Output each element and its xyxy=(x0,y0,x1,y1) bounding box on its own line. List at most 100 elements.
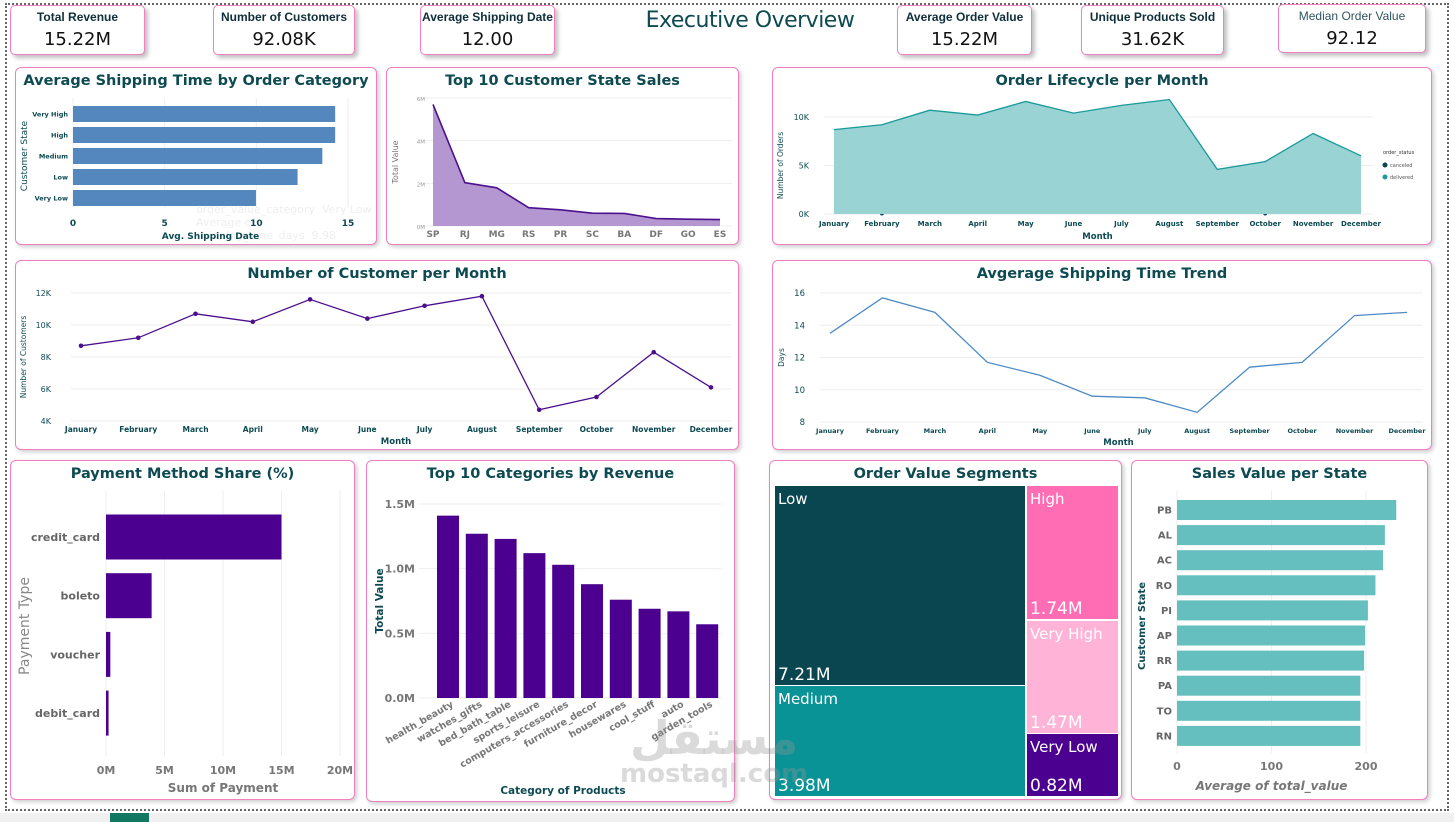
chart-svg: 8 10 12 14 16 January February March April May Jun… xyxy=(777,289,1426,448)
legend-marker xyxy=(1382,174,1388,180)
treemap-tile-low[interactable]: Low 7.21M xyxy=(775,486,1025,685)
x-category-label: July xyxy=(1137,427,1152,435)
bar[interactable] xyxy=(1177,525,1385,546)
bar[interactable] xyxy=(106,690,109,736)
data-point[interactable] xyxy=(479,293,485,299)
chart-title: Avgerage Shipping Time Trend xyxy=(976,266,1228,282)
series-line[interactable] xyxy=(833,98,1362,171)
bar[interactable] xyxy=(667,611,690,698)
x-category-label: April xyxy=(979,427,996,435)
chart-order-lifecycle[interactable]: Order Lifecycle per Month 0K 5K 10K January… xyxy=(772,67,1432,245)
chart-order-value-segments[interactable]: Order Value Segments Low 7.21M Medium 3.… xyxy=(769,460,1122,800)
treemap-tile-medium[interactable]: Medium 3.98M xyxy=(775,686,1025,796)
area-fill xyxy=(834,99,1361,214)
series-line[interactable] xyxy=(80,295,712,411)
x-tick-label: 0M xyxy=(97,764,116,777)
x-tick-label: 200 xyxy=(1355,760,1378,773)
bar[interactable] xyxy=(638,608,661,698)
bar[interactable] xyxy=(73,148,323,164)
chart-payment-method-share[interactable]: Payment Method Share (%) 0M 5M 10M 15M 20M cr… xyxy=(10,460,355,800)
bar[interactable] xyxy=(73,169,298,185)
bar[interactable] xyxy=(1177,725,1361,746)
bar[interactable] xyxy=(1177,625,1366,646)
bar[interactable] xyxy=(106,514,282,560)
data-point[interactable] xyxy=(250,319,256,325)
chart-shipping-time-by-category[interactable]: Average Shipping Time by Order Category … xyxy=(15,67,377,245)
x-category-label: May xyxy=(1018,220,1034,228)
data-point[interactable] xyxy=(307,297,313,302)
x-category-label: GO xyxy=(681,230,696,240)
y-category-label: RO xyxy=(1156,581,1172,592)
tile-name: Very High xyxy=(1030,625,1103,643)
bar[interactable] xyxy=(106,573,152,619)
x-axis-title: Category of Products xyxy=(500,785,625,797)
bar[interactable] xyxy=(1177,650,1365,671)
bar[interactable] xyxy=(73,190,256,206)
bar[interactable] xyxy=(1177,500,1397,520)
chart-sales-value-per-state[interactable]: Sales Value per State 0 100 200 PB AL AC RO PI A… xyxy=(1131,460,1428,800)
kpi-card-total-revenue: Total Revenue 15.22M xyxy=(10,5,145,55)
x-category-label: BA xyxy=(617,230,631,240)
chart-customers-per-month[interactable]: Number of Customer per Month 4K 6K 8K 10K 12… xyxy=(15,260,739,450)
data-point[interactable] xyxy=(422,303,427,309)
bar[interactable] xyxy=(494,538,517,698)
bar[interactable] xyxy=(437,515,459,698)
y-tick-label: 16 xyxy=(794,289,805,299)
x-category-label: May xyxy=(1032,427,1048,435)
x-axis-title: Month xyxy=(1082,232,1112,242)
bar[interactable] xyxy=(1177,575,1376,596)
bar[interactable] xyxy=(1177,675,1361,696)
series-line[interactable] xyxy=(432,104,721,221)
data-point[interactable] xyxy=(536,407,542,413)
kpi-value: 31.62K xyxy=(1120,29,1185,50)
bar[interactable] xyxy=(1177,550,1384,571)
chart-title: Order Lifecycle per Month xyxy=(995,73,1209,89)
x-category-label: April xyxy=(243,425,263,434)
kpi-card-average-order-value: Average Order Value 15.22M xyxy=(897,5,1032,55)
chart-top-10-categories[interactable]: Top 10 Categories by Revenue 0.0M 0.5M 1.0… xyxy=(366,460,735,802)
treemap-tile-very-low[interactable]: Very Low 0.82M xyxy=(1027,734,1118,796)
page-tab-active[interactable] xyxy=(110,813,149,822)
data-point[interactable] xyxy=(193,311,198,317)
y-category-label: Low xyxy=(53,173,68,181)
x-category-label: DF xyxy=(649,230,663,240)
data-point[interactable] xyxy=(78,343,84,349)
bar[interactable] xyxy=(1177,600,1368,621)
y-category-label: credit_card xyxy=(31,531,100,544)
data-point[interactable] xyxy=(651,349,657,355)
bar[interactable] xyxy=(73,106,336,122)
page-title: Executive Overview xyxy=(645,8,855,33)
bar[interactable] xyxy=(106,631,111,677)
chart-shipping-time-trend[interactable]: Avgerage Shipping Time Trend 8 10 12 14 16 Ja… xyxy=(772,260,1432,450)
bar[interactable] xyxy=(1177,700,1361,721)
bar[interactable] xyxy=(552,564,575,698)
data-point[interactable] xyxy=(135,335,141,341)
bar[interactable] xyxy=(609,599,632,698)
bar[interactable] xyxy=(696,624,719,698)
bar[interactable] xyxy=(581,584,603,698)
treemap-tile-very-high[interactable]: Very High 1.47M xyxy=(1027,621,1118,733)
x-tick-label: 10 xyxy=(250,219,263,229)
y-category-label: RR xyxy=(1157,656,1173,667)
x-category-label: June xyxy=(1083,427,1101,435)
x-category-label: August xyxy=(1184,427,1210,435)
y-category-label: RN xyxy=(1156,731,1172,742)
y-axis-title: Total Value xyxy=(391,140,400,184)
treemap-tile-high[interactable]: High 1.74M xyxy=(1027,486,1118,619)
data-point[interactable] xyxy=(708,385,714,390)
chart-title: Number of Customer per Month xyxy=(247,266,507,282)
y-tick-label: 4K xyxy=(41,417,52,426)
bar[interactable] xyxy=(465,533,488,698)
kpi-card-average-shipping-date: Average Shipping Date 12.00 xyxy=(420,5,555,55)
data-point[interactable] xyxy=(365,316,370,321)
bar[interactable] xyxy=(73,127,336,143)
chart-title: Average Shipping Time by Order Category xyxy=(23,73,369,89)
x-category-label: November xyxy=(1293,220,1334,228)
chart-top-10-state-sales[interactable]: Top 10 Customer State Sales 0M 2M 4M 6M SP RJ… xyxy=(386,67,739,245)
bar[interactable] xyxy=(523,553,546,698)
series-line[interactable] xyxy=(829,297,1408,414)
x-tick-label: 5M xyxy=(155,764,174,777)
y-category-label: AP xyxy=(1157,631,1172,642)
x-axis-title: Avg. Shipping Date xyxy=(162,232,259,242)
data-point[interactable] xyxy=(594,394,599,400)
